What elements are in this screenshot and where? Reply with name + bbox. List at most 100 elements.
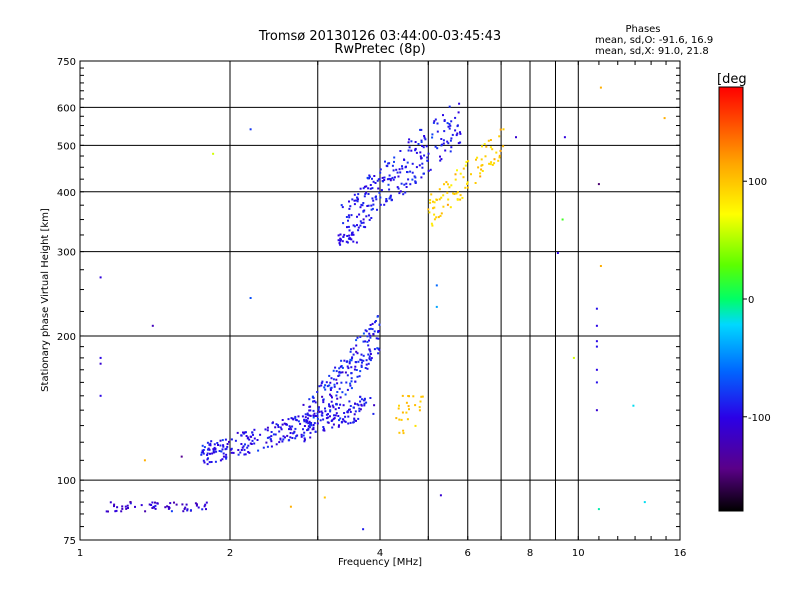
data-point — [375, 198, 378, 201]
data-point — [385, 198, 388, 200]
data-point — [372, 333, 375, 336]
data-point — [346, 410, 349, 413]
data-point — [363, 402, 366, 405]
data-point — [449, 150, 452, 153]
data-point — [266, 436, 269, 439]
data-point — [438, 198, 441, 201]
data-point — [309, 436, 312, 439]
data-point — [377, 337, 380, 340]
data-point — [327, 421, 330, 424]
colorbar — [718, 86, 744, 512]
data-point — [124, 505, 127, 508]
data-point — [249, 442, 252, 445]
data-point — [283, 422, 286, 425]
data-point — [338, 242, 341, 245]
data-point — [329, 409, 332, 412]
data-point — [443, 130, 446, 133]
data-point — [435, 284, 438, 287]
data-point — [488, 162, 491, 165]
data-point — [343, 233, 346, 236]
data-point — [442, 139, 445, 142]
data-point — [343, 412, 346, 414]
data-point — [459, 131, 461, 134]
data-point — [457, 142, 460, 145]
data-point — [420, 141, 423, 143]
data-point — [339, 237, 342, 240]
x-tick-label: 8 — [527, 548, 533, 559]
data-point — [154, 504, 157, 507]
data-point — [371, 187, 374, 190]
data-point — [436, 122, 439, 125]
data-point — [169, 502, 172, 505]
data-point — [363, 398, 366, 401]
data-point — [259, 433, 262, 436]
data-point — [148, 503, 151, 506]
data-point — [354, 410, 357, 413]
data-point — [312, 396, 315, 399]
data-point — [417, 143, 420, 145]
data-point — [368, 348, 371, 351]
data-point — [319, 419, 322, 422]
data-point — [184, 506, 187, 509]
data-point — [206, 458, 209, 461]
data-point — [249, 297, 252, 299]
data-point — [341, 366, 344, 369]
data-point — [312, 426, 315, 429]
data-point — [225, 457, 228, 460]
data-point — [398, 168, 401, 171]
data-point — [403, 158, 405, 161]
data-point — [279, 438, 282, 441]
data-point — [487, 139, 490, 142]
data-point — [632, 404, 635, 407]
data-point — [299, 422, 302, 425]
data-point — [393, 176, 396, 179]
data-point — [402, 193, 405, 196]
data-point — [356, 200, 359, 203]
data-point — [322, 399, 325, 402]
data-point — [312, 400, 314, 403]
data-point — [309, 431, 312, 434]
data-point — [224, 438, 227, 441]
data-point — [348, 229, 351, 232]
data-point — [287, 418, 290, 421]
grid-lines — [80, 61, 680, 540]
data-point — [350, 387, 353, 390]
data-point — [316, 391, 319, 393]
data-point — [490, 161, 493, 164]
data-point — [150, 504, 153, 506]
data-point — [99, 394, 102, 397]
data-point — [377, 187, 380, 190]
data-point — [251, 439, 254, 442]
data-point — [317, 409, 320, 412]
data-point — [335, 370, 338, 373]
data-point — [459, 194, 462, 197]
data-point — [356, 224, 358, 227]
data-point — [116, 506, 119, 509]
data-point — [355, 361, 358, 364]
data-point — [357, 360, 360, 363]
data-point — [433, 206, 436, 209]
data-point — [221, 439, 224, 442]
data-point — [386, 178, 389, 181]
data-point — [363, 404, 366, 407]
data-point — [271, 422, 274, 425]
data-point — [421, 166, 424, 169]
data-point — [353, 193, 356, 196]
data-point — [207, 448, 209, 451]
data-point — [362, 221, 365, 224]
data-point — [466, 186, 469, 189]
data-point — [144, 510, 147, 513]
data-point — [312, 424, 315, 426]
data-point — [356, 375, 359, 378]
data-point — [321, 380, 324, 383]
data-point — [432, 200, 434, 203]
data-point — [446, 140, 449, 143]
data-point — [450, 120, 453, 123]
data-point — [221, 448, 224, 451]
data-point — [348, 207, 351, 210]
data-point — [249, 435, 252, 438]
data-point — [308, 398, 311, 401]
data-point — [407, 141, 410, 144]
data-point — [329, 381, 332, 384]
data-point — [140, 504, 143, 507]
